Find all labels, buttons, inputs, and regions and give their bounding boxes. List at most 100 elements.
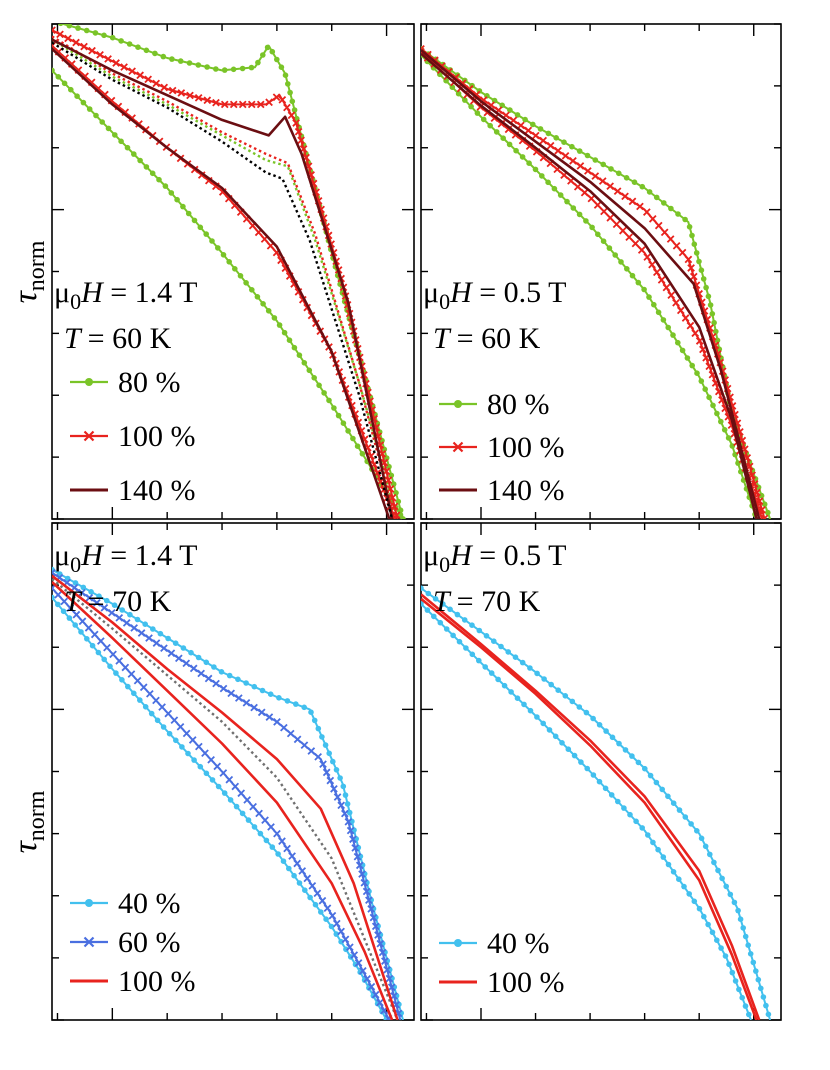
data-point	[562, 693, 569, 699]
data-point	[682, 216, 688, 223]
data-point	[112, 59, 120, 67]
data-point	[622, 747, 629, 753]
data-point	[248, 64, 255, 71]
data-point	[700, 276, 707, 282]
data-point	[220, 252, 227, 258]
data-point	[322, 768, 331, 777]
data-point	[421, 601, 424, 607]
data-point	[480, 116, 487, 123]
data-point	[545, 179, 551, 186]
data-point	[148, 710, 155, 717]
data-point	[172, 640, 179, 646]
data-point	[613, 187, 622, 196]
data-point	[691, 329, 700, 338]
data-point	[593, 201, 602, 209]
data-point	[691, 241, 698, 247]
data-point	[195, 742, 203, 751]
data-point	[197, 763, 204, 770]
data-point	[440, 601, 446, 607]
data-point	[265, 308, 272, 314]
data-point	[755, 976, 762, 983]
data-point	[274, 56, 280, 63]
data-point	[557, 192, 564, 198]
data-point	[576, 211, 583, 218]
data-point	[294, 127, 303, 136]
data-point	[286, 729, 295, 738]
data-point	[276, 695, 282, 701]
data-point	[156, 176, 162, 183]
data-point	[78, 617, 87, 626]
data-point	[661, 200, 667, 206]
data-point	[255, 59, 261, 66]
data-point	[107, 663, 113, 670]
data-point	[693, 250, 700, 256]
data-point	[286, 337, 293, 344]
data-point	[449, 84, 456, 90]
data-point	[78, 629, 84, 635]
data-point	[316, 382, 322, 389]
data-point	[672, 242, 681, 250]
data-point	[212, 679, 220, 688]
data-point	[358, 870, 366, 878]
data-point	[524, 126, 533, 135]
data-point	[204, 674, 213, 683]
data-point	[308, 709, 314, 715]
data-point	[540, 720, 546, 727]
data-point	[337, 927, 345, 936]
data-point	[337, 801, 346, 810]
data-point	[670, 869, 677, 875]
data-point	[186, 60, 193, 66]
data-point	[126, 41, 133, 47]
data-point	[711, 319, 717, 326]
data-point	[346, 826, 355, 835]
data-point	[505, 649, 512, 655]
data-point	[152, 50, 158, 57]
field-value: = 1.4 T	[110, 276, 197, 309]
data-point	[711, 859, 717, 866]
data-point	[521, 701, 527, 708]
data-point	[150, 626, 156, 632]
data-point	[595, 231, 601, 238]
data-point	[676, 306, 685, 315]
data-point	[629, 272, 636, 279]
data-point	[191, 217, 198, 224]
data-point	[74, 93, 80, 99]
field-value: = 0.5 T	[479, 276, 566, 309]
data-point	[127, 670, 136, 678]
data-point	[721, 427, 728, 433]
data-point	[256, 100, 265, 109]
data-point	[136, 71, 144, 80]
data-point	[283, 103, 291, 112]
data-point	[186, 91, 194, 100]
data-point	[648, 260, 656, 269]
data-point	[612, 220, 621, 229]
data-point	[145, 634, 153, 642]
data-point	[707, 851, 713, 858]
data-point	[546, 727, 553, 733]
data-point	[276, 322, 283, 328]
data-point	[345, 428, 351, 434]
data-point	[527, 665, 533, 671]
data-point	[362, 887, 371, 896]
data-point	[569, 157, 577, 165]
data-point	[447, 606, 453, 613]
data-point	[282, 72, 289, 78]
data-point	[254, 294, 261, 300]
series-line-100-3	[421, 597, 758, 1020]
legend: 40 % 60 % 100 %	[70, 887, 196, 998]
data-point	[554, 146, 562, 155]
data-point	[292, 119, 300, 127]
data-point	[687, 264, 695, 272]
data-point	[72, 38, 80, 47]
data-point	[293, 735, 302, 744]
data-point	[432, 596, 439, 602]
data-point	[260, 301, 266, 307]
data-point	[616, 740, 622, 747]
data-point	[698, 835, 705, 842]
data-point	[243, 796, 252, 804]
data-point	[390, 992, 398, 1000]
data-point	[765, 1011, 772, 1018]
data-point	[355, 861, 364, 870]
data-point	[84, 636, 90, 642]
